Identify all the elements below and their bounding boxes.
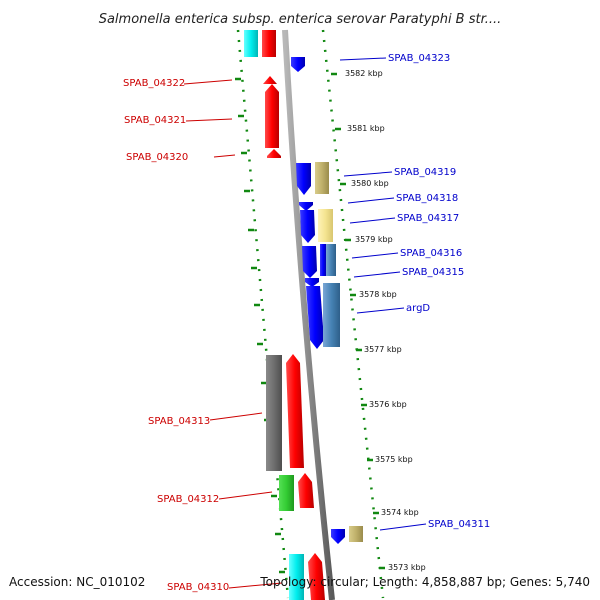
tick-label: 3577 kbp — [364, 345, 402, 354]
tick-label: 3582 kbp — [345, 69, 383, 78]
gene-label: SPAB_04317 — [397, 213, 459, 224]
gene-red-top — [262, 30, 276, 57]
map-title: Salmonella enterica subsp. enterica sero… — [99, 12, 502, 27]
gene-labels-left: SPAB_04322 SPAB_04321 SPAB_04320 SPAB_04… — [123, 78, 229, 593]
gene-label: SPAB_04313 — [148, 416, 210, 427]
gene-label: SPAB_04311 — [428, 519, 490, 530]
gene-spab-04310 — [308, 553, 325, 600]
gene-spab-04315 — [305, 278, 319, 287]
gene-label: SPAB_04322 — [123, 78, 185, 89]
accession-text: Accession: NC_010102 — [9, 575, 145, 589]
gene-grey-pseudo — [266, 355, 282, 471]
gene-spab-04312 — [298, 473, 314, 508]
gene-spab-04317 — [300, 210, 315, 243]
tick-label: 3580 kbp — [351, 179, 389, 188]
tick-label: 3573 kbp — [388, 563, 426, 572]
gene-label: SPAB_04323 — [388, 53, 450, 64]
gene-spab-04321 — [265, 84, 279, 148]
gene-labels-right: SPAB_04323 SPAB_04319 SPAB_04318 SPAB_04… — [388, 53, 490, 530]
gene-khaki-1 — [315, 162, 329, 194]
gene-label: SPAB_04312 — [157, 494, 219, 505]
reverse-strand-genes — [244, 30, 325, 600]
gene-cyan-top — [244, 30, 258, 57]
gene-spab-04318 — [299, 202, 313, 211]
gene-spab-04313 — [286, 354, 304, 468]
forward-strand-genes — [291, 57, 363, 544]
genome-summary-text: Topology: circular; Length: 4,858,887 bp… — [259, 575, 590, 589]
leader-lines-right — [339, 57, 427, 531]
tick-label: 3578 kbp — [359, 290, 397, 299]
gene-label: SPAB_04310 — [167, 582, 229, 593]
tick-label: 3575 kbp — [375, 455, 413, 464]
gene-argd — [306, 286, 324, 349]
gene-spab-04311 — [331, 529, 345, 544]
gene-spab-04322 — [263, 76, 277, 84]
gene-khaki-2 — [349, 526, 363, 542]
gene-spab-04316 — [302, 246, 317, 278]
gene-label: SPAB_04316 — [400, 248, 462, 259]
gene-label: SPAB_04320 — [126, 152, 188, 163]
sequence-backbone — [282, 29, 335, 600]
gene-blue-narrow — [320, 244, 326, 276]
gene-spab-04320 — [267, 149, 281, 158]
gene-label: SPAB_04315 — [402, 267, 464, 278]
tick-label: 3576 kbp — [369, 400, 407, 409]
gene-label: SPAB_04318 — [396, 193, 458, 204]
left-range-boundary — [236, 29, 290, 599]
gene-green — [279, 475, 294, 511]
tick-label: 3581 kbp — [347, 124, 385, 133]
gene-spab-04323 — [291, 57, 305, 72]
gene-yellow — [318, 209, 333, 242]
tick-label: 3574 kbp — [381, 508, 419, 517]
gene-steel-2 — [323, 283, 340, 347]
tick-label: 3579 kbp — [355, 235, 393, 244]
gene-label: argD — [406, 303, 430, 314]
gene-label: SPAB_04321 — [124, 115, 186, 126]
gene-cyan-bottom — [289, 554, 304, 600]
gene-steel-1 — [326, 244, 336, 276]
gene-spab-04319 — [296, 163, 311, 195]
leader-lines-left — [183, 79, 283, 589]
tick-labels: 3582 kbp 3581 kbp 3580 kbp 3579 kbp 3578… — [345, 69, 426, 572]
gene-label: SPAB_04319 — [394, 167, 456, 178]
